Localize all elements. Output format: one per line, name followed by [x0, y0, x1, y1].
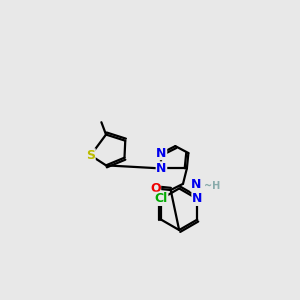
Text: O: O — [150, 182, 160, 195]
Text: N: N — [156, 162, 167, 175]
Text: N: N — [156, 146, 167, 160]
Text: Cl: Cl — [154, 192, 168, 206]
Text: N: N — [191, 178, 201, 191]
Text: ~H: ~H — [204, 181, 220, 191]
Text: N: N — [192, 192, 202, 206]
Text: S: S — [86, 149, 95, 162]
